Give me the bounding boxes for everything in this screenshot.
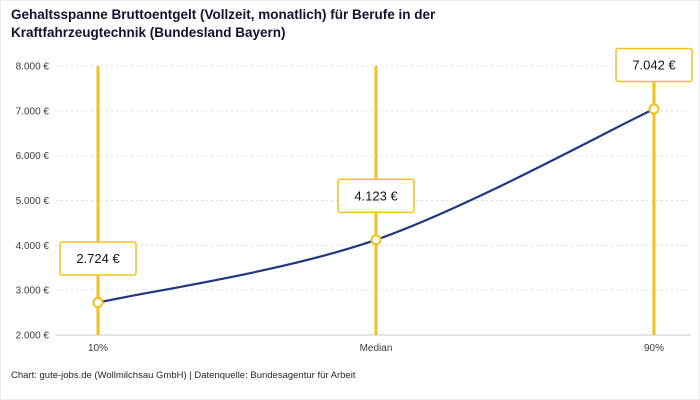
y-tick-label: 4.000 € — [16, 241, 50, 252]
y-tick-label: 6.000 € — [16, 151, 50, 162]
y-tick-label: 5.000 € — [16, 196, 50, 207]
value-label-box — [337, 178, 415, 214]
chart-title: Gehaltsspanne Bruttoentgelt (Vollzeit, m… — [11, 6, 435, 42]
y-axis-labels-group: 2.000 € 3.000 € 4.000 € 5.000 € 6.000 € 7.000… — [16, 62, 50, 342]
chart-footer-credit: Chart: gute-jobs.de (Wollmilchsau GmbH) … — [11, 370, 356, 381]
value-label-box — [59, 241, 137, 276]
data-point-marker — [370, 234, 382, 246]
y-tick-label: 3.000 € — [16, 286, 50, 297]
x-axis-labels-group: 10% Median 90% — [88, 343, 664, 354]
y-tick-label: 2.000 € — [16, 331, 50, 342]
value-label-box — [615, 47, 693, 83]
x-tick-label: 90% — [644, 343, 664, 354]
value-label: 2.724 € — [76, 251, 120, 266]
y-tick-label: 8.000 € — [16, 62, 50, 73]
x-tick-label: 10% — [88, 343, 108, 354]
data-point-marker — [648, 103, 660, 115]
y-tick-label: 7.000 € — [16, 106, 50, 117]
value-labels-group: 2.724 € 4.123 € 7.042 € — [59, 47, 693, 276]
value-label: 4.123 € — [354, 188, 398, 203]
chart-title-line1: Gehaltsspanne Bruttoentgelt (Vollzeit, m… — [11, 7, 436, 22]
chart-title-line2: Kraftfahrzeugtechnik (Bundesland Bayern) — [11, 24, 286, 40]
x-tick-label: Median — [360, 343, 393, 354]
data-point-marker — [92, 297, 104, 309]
value-label: 7.042 € — [632, 57, 676, 72]
markers-group — [92, 103, 660, 309]
